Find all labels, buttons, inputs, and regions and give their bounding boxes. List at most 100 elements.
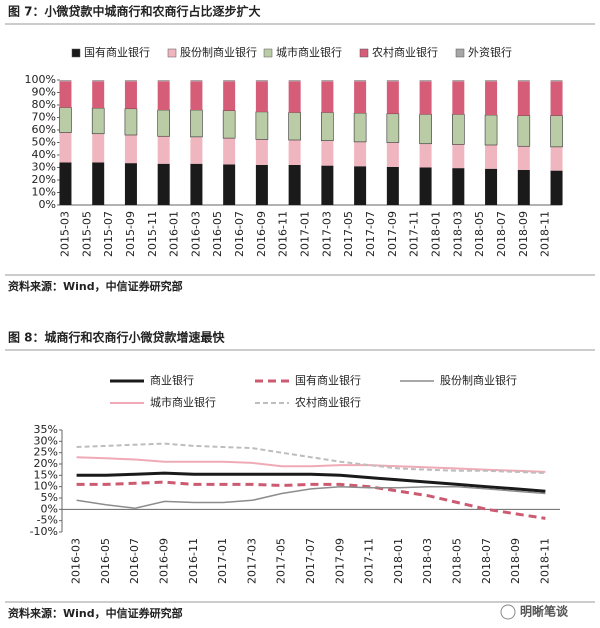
legend-label: 股份制商业银行: [180, 45, 257, 59]
y-tick-label: 90%: [32, 86, 56, 99]
bar-segment: [386, 166, 399, 205]
y-tick-label: 20%: [34, 457, 58, 470]
x-tick-label: 2018-07: [495, 211, 508, 257]
x-tick-label: 2016-05: [211, 211, 224, 257]
bar-segment: [386, 113, 400, 143]
bar-segment: [255, 80, 268, 82]
bar-segment: [517, 81, 530, 116]
line-series: [76, 471, 546, 493]
bar-segment: [255, 165, 268, 205]
line-series: [76, 456, 546, 473]
bar-segment: [386, 81, 399, 114]
legend-label: 商业银行: [150, 373, 194, 387]
x-tick-label: 2016-11: [277, 211, 290, 257]
bar-segment: [190, 80, 203, 82]
x-tick-label: 2017-03: [320, 211, 333, 257]
x-tick-label: 2017-05: [275, 538, 288, 584]
x-tick-label: 2018-03: [421, 538, 434, 584]
bar-segment: [255, 139, 268, 165]
bar-segment: [190, 136, 203, 164]
bar-segment: [321, 81, 334, 113]
y-tick-label: 10%: [32, 186, 56, 199]
bar-segment: [92, 133, 105, 163]
x-tick-label: 2015-05: [80, 211, 93, 257]
bar-segment: [157, 81, 170, 110]
y-tick-label: -5%: [37, 514, 58, 527]
x-tick-label: 2015-11: [146, 211, 159, 257]
bar-segment: [59, 81, 72, 108]
bar-segment: [484, 114, 498, 146]
y-tick-label: 25%: [34, 446, 58, 459]
bar-segment: [124, 108, 138, 136]
line-series: [76, 480, 546, 520]
x-tick-label: 2015-03: [58, 211, 71, 257]
bar-segment: [91, 107, 105, 135]
bar-segment: [157, 163, 170, 205]
x-tick-label: 2017-03: [245, 538, 258, 584]
bar-segment: [190, 163, 203, 205]
bar-segment: [485, 145, 498, 169]
bar-segment: [419, 143, 432, 168]
y-tick-label: 20%: [32, 173, 56, 186]
legend-swatch: [455, 48, 465, 58]
chart-title: 图 7：小微贷款中城商行和农商行占比逐步扩大: [8, 4, 261, 19]
x-tick-label: 2018-05: [450, 538, 463, 584]
bar-segment: [255, 81, 268, 112]
bar-segment: [321, 140, 334, 166]
bar-segment: [157, 109, 170, 137]
y-tick-label: 10%: [34, 480, 58, 493]
x-tick-label: 2017-09: [333, 538, 346, 584]
legend-label: 城市商业银行: [150, 395, 216, 409]
y-tick-label: 15%: [34, 468, 58, 481]
bar-segment: [190, 81, 203, 110]
bar-segment: [190, 109, 203, 138]
legend-label: 农村商业银行: [295, 395, 361, 409]
y-tick-label: 80%: [32, 98, 56, 111]
bar-segment: [288, 112, 301, 141]
chart-title: 图 8：城商行和农商行小微贷款增速最快: [8, 330, 226, 345]
bar-segment: [288, 81, 301, 113]
x-tick-label: 2017-11: [363, 538, 376, 584]
x-tick-label: 2017-01: [299, 211, 312, 257]
x-tick-label: 2018-01: [392, 538, 405, 584]
bar-segment: [157, 80, 170, 82]
bar-segment: [517, 80, 530, 82]
bar-segment: [353, 112, 367, 143]
bar-segment: [124, 163, 137, 205]
x-tick-label: 2017-07: [304, 538, 317, 584]
bar-segment: [223, 138, 236, 165]
legend-label: 国有商业银行: [295, 373, 361, 387]
bar-segment: [419, 167, 432, 205]
legend-label: 国有商业银行: [84, 45, 150, 59]
bar-segment: [452, 80, 465, 82]
x-tick-label: 2017-05: [342, 211, 355, 257]
x-tick-label: 2018-11: [538, 538, 551, 584]
bar-segment: [124, 81, 137, 109]
bar-segment: [550, 81, 563, 116]
y-tick-label: 0%: [41, 502, 58, 515]
bar-segment: [255, 111, 269, 140]
bar-segment: [92, 80, 105, 82]
bar-segment: [517, 170, 530, 205]
bar-segment: [485, 80, 498, 82]
bar-segment: [419, 80, 432, 82]
bar-segment: [124, 80, 137, 82]
bar-segment: [550, 80, 563, 82]
y-tick-label: -10%: [30, 525, 58, 538]
x-tick-label: 2016-09: [255, 211, 268, 257]
bar-segment: [92, 162, 105, 205]
bar-segment: [223, 80, 236, 82]
x-tick-label: 2017-01: [216, 538, 229, 584]
bar-segment: [485, 81, 498, 115]
x-tick-label: 2018-07: [480, 538, 493, 584]
bar-segment: [386, 142, 399, 167]
bar-segment: [452, 144, 465, 169]
bar-segment: [288, 165, 301, 205]
bar-segment: [92, 81, 105, 109]
x-tick-label: 2016-03: [70, 538, 83, 584]
y-tick-label: 30%: [32, 161, 56, 174]
bar-segment: [354, 141, 367, 167]
source-note: 资料来源：Wind，中信证券研究部: [8, 279, 183, 293]
bar-segment: [157, 136, 170, 164]
